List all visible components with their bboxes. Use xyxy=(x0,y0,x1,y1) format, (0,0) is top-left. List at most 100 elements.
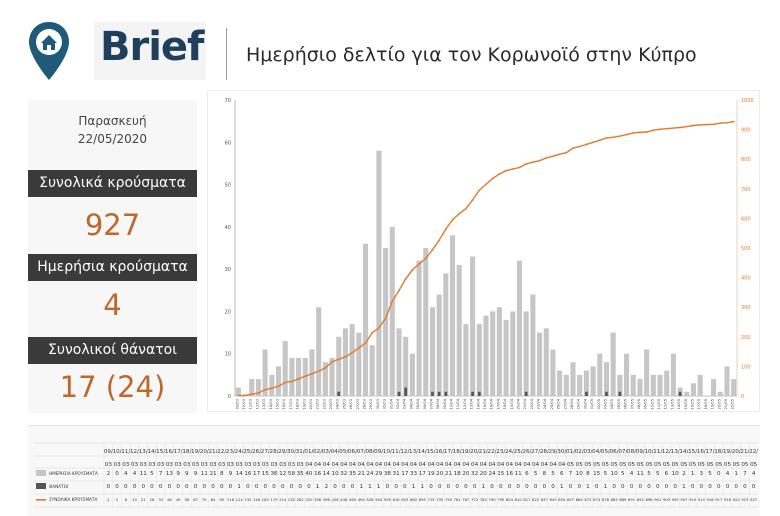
table-cell: 5 xyxy=(534,471,538,477)
x-tick-label: 14/05 xyxy=(677,399,681,409)
table-date-day: 22/ xyxy=(749,449,758,455)
table-cell: 35 xyxy=(349,471,357,477)
table-cell: 11 xyxy=(515,471,523,477)
cumulative-point xyxy=(505,169,507,172)
table-date-day: 18/ xyxy=(714,449,723,455)
table-cell: 2 xyxy=(682,471,686,477)
table-date-day: 29/ xyxy=(549,449,558,455)
table-cell: 32 xyxy=(340,471,347,477)
cumulative-point xyxy=(371,331,374,334)
daily-cases-bar xyxy=(362,243,369,396)
table-cell: 1 xyxy=(586,484,590,490)
table-series-label: ΗΜΕΡΗΣΙΑ ΚΡΟΥΣΜΑΤΑ xyxy=(49,471,98,476)
table-date-day: 05/ xyxy=(601,449,610,455)
table-date-month: 03 xyxy=(114,462,122,468)
cumulative-point xyxy=(311,372,313,375)
table-cell: 21 xyxy=(358,471,366,477)
cumulative-point xyxy=(625,133,628,136)
x-tick-label: 20/04 xyxy=(516,398,520,409)
daily-cases-bar xyxy=(356,332,362,396)
table-cell: 0 xyxy=(508,484,512,490)
table-cell: 1 xyxy=(420,484,424,490)
x-tick-label: 03/04 xyxy=(403,398,407,409)
daily-cases-bar xyxy=(610,332,616,396)
table-cell: 0 xyxy=(673,484,677,490)
y-tick-label: 10 xyxy=(225,352,231,358)
x-tick-label: 25/04 xyxy=(550,398,554,409)
table-date-month: 04 xyxy=(393,462,401,468)
table-date-day: 27/ xyxy=(531,449,540,455)
table-date-month: 03 xyxy=(279,462,287,468)
table-cell: 12 xyxy=(279,471,286,477)
table-cell: 396 xyxy=(323,498,331,502)
table-date-month: 03 xyxy=(244,462,252,468)
table-cell: 21 xyxy=(209,471,217,477)
x-tick-label: 17/03 xyxy=(289,399,293,409)
daily-cases-bar xyxy=(436,294,442,396)
cumulative-point xyxy=(290,380,293,383)
table-date-day: 15/ xyxy=(156,449,165,455)
table-date-month: 05 xyxy=(741,462,749,468)
x-tick-label: 24/03 xyxy=(336,399,340,409)
table-date-day: 31/ xyxy=(296,449,305,455)
table-date-month: 04 xyxy=(515,462,523,468)
x-tick-label: 15/04 xyxy=(483,398,487,409)
table-cell: 146 xyxy=(253,498,261,502)
x-tick-label: 18/04 xyxy=(503,398,507,409)
table-cell: 0 xyxy=(734,484,738,490)
daily-cases-bar xyxy=(316,307,322,396)
daily-cases-bar xyxy=(443,273,449,396)
cumulative-point xyxy=(250,393,253,396)
daily-cases-bar xyxy=(630,374,636,396)
table-date-day: 04/ xyxy=(592,449,601,455)
x-tick-label: 04/04 xyxy=(409,398,413,409)
cumulative-point xyxy=(672,127,675,130)
table-cell: 898 xyxy=(645,498,653,502)
table-cell: 17 xyxy=(253,471,261,477)
table-cell: 9 xyxy=(194,471,198,477)
table-date-month: 05 xyxy=(637,462,645,468)
table-cell: 0 xyxy=(403,484,407,490)
cumulative-point xyxy=(270,387,273,390)
table-series-label: ΘΑΝΑΤΟΙ xyxy=(49,484,68,489)
table-cell: 116 xyxy=(227,498,235,502)
table-date-month: 05 xyxy=(654,462,662,468)
y-tick-label: 0 xyxy=(228,394,231,400)
total-deaths-value: 17 (24) xyxy=(59,370,166,404)
table-date-day: 28/ xyxy=(540,449,549,455)
cumulative-point xyxy=(732,120,735,123)
cumulative-point xyxy=(384,317,387,320)
table-cell: 0 xyxy=(107,484,111,490)
table-cell: 8 xyxy=(586,471,590,477)
table-cell: 790 xyxy=(489,498,497,502)
x-tick-label: 11/03 xyxy=(249,399,253,409)
table-cell: 0 xyxy=(551,484,555,490)
table-date-month: 03 xyxy=(270,462,278,468)
table-cell: 0 xyxy=(141,484,145,490)
x-tick-label: 21/03 xyxy=(316,399,320,409)
deaths-bar xyxy=(337,391,341,396)
table-cell: 14 xyxy=(323,471,331,477)
table-date-month: 04 xyxy=(488,462,496,468)
covid-chart: 0102030405060700100200300400500600700800… xyxy=(225,98,754,409)
daily-cases-bar xyxy=(570,362,576,396)
daily-cases-bar xyxy=(289,357,295,396)
table-cell: 0 xyxy=(612,484,616,490)
cumulative-point xyxy=(552,155,554,158)
daily-cases-bar xyxy=(690,383,697,396)
table-date-day: 06/ xyxy=(348,449,357,455)
table-cell: 26 xyxy=(150,498,155,502)
table-cell: 262 xyxy=(297,498,304,502)
x-tick-label: 12/03 xyxy=(255,399,259,409)
table-cell: 795 xyxy=(497,498,505,502)
table-date-day: 19/ xyxy=(191,449,200,455)
table-date-day: 25/ xyxy=(514,449,523,455)
x-tick-label: 02/04 xyxy=(396,398,400,409)
daily-cases-bar xyxy=(349,324,355,396)
cumulative-point xyxy=(578,145,581,148)
cumulative-point xyxy=(592,141,594,144)
table-cell: 1 xyxy=(691,471,695,477)
y2-tick-label: 0 xyxy=(741,394,744,400)
y2-tick-label: 300 xyxy=(741,305,751,311)
table-date-day: 09/ xyxy=(636,449,645,455)
